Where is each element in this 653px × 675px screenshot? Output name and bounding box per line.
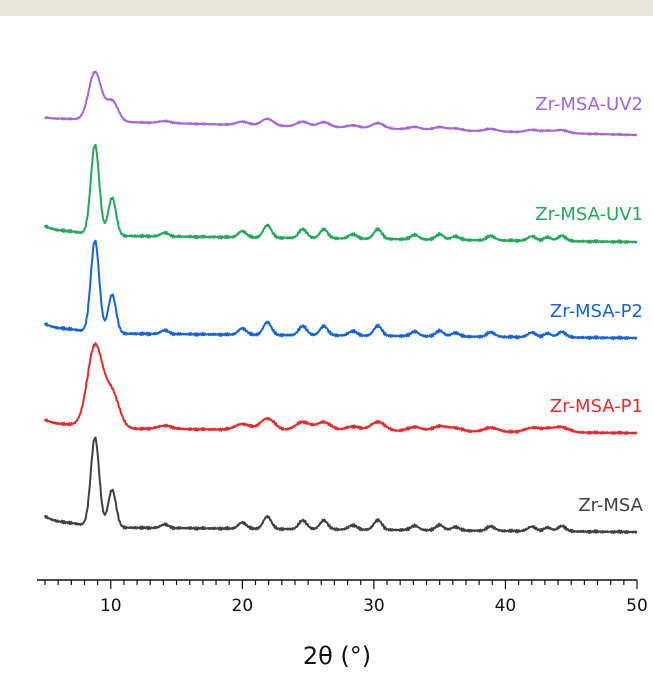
series-label-zr-msa: Zr-MSA xyxy=(578,495,643,516)
x-tick-label: 50 xyxy=(626,596,648,616)
top-band xyxy=(0,0,653,16)
series-line-zr-msa-p1 xyxy=(44,342,638,435)
series-label-zr-msa-p1: Zr-MSA-P1 xyxy=(550,396,643,417)
x-tick-label: 20 xyxy=(232,596,254,616)
series-layer: Zr-MSA-UV2 Zr-MSA-UV1 Zr-MSA-P2 Zr-MSA-P1 Zr… xyxy=(44,70,644,535)
series-label-zr-msa-uv2: Zr-MSA-UV2 xyxy=(535,94,643,115)
x-tick-label: 30 xyxy=(363,596,385,616)
series-line-zr-msa-p2 xyxy=(44,239,638,341)
series-label-zr-msa-p2: Zr-MSA-P2 xyxy=(550,301,643,322)
series-label-zr-msa-uv1: Zr-MSA-UV1 xyxy=(535,204,643,225)
series-line-zr-msa xyxy=(44,436,638,535)
x-tick-label: 10 xyxy=(100,596,122,616)
x-axis-title: 2θ (°) xyxy=(303,642,371,670)
series-line-zr-msa-uv2 xyxy=(44,70,638,137)
series-line-zr-msa-uv1 xyxy=(44,143,638,244)
x-axis: 10 20 30 40 50 xyxy=(37,579,648,616)
x-tick-label: 40 xyxy=(495,596,517,616)
